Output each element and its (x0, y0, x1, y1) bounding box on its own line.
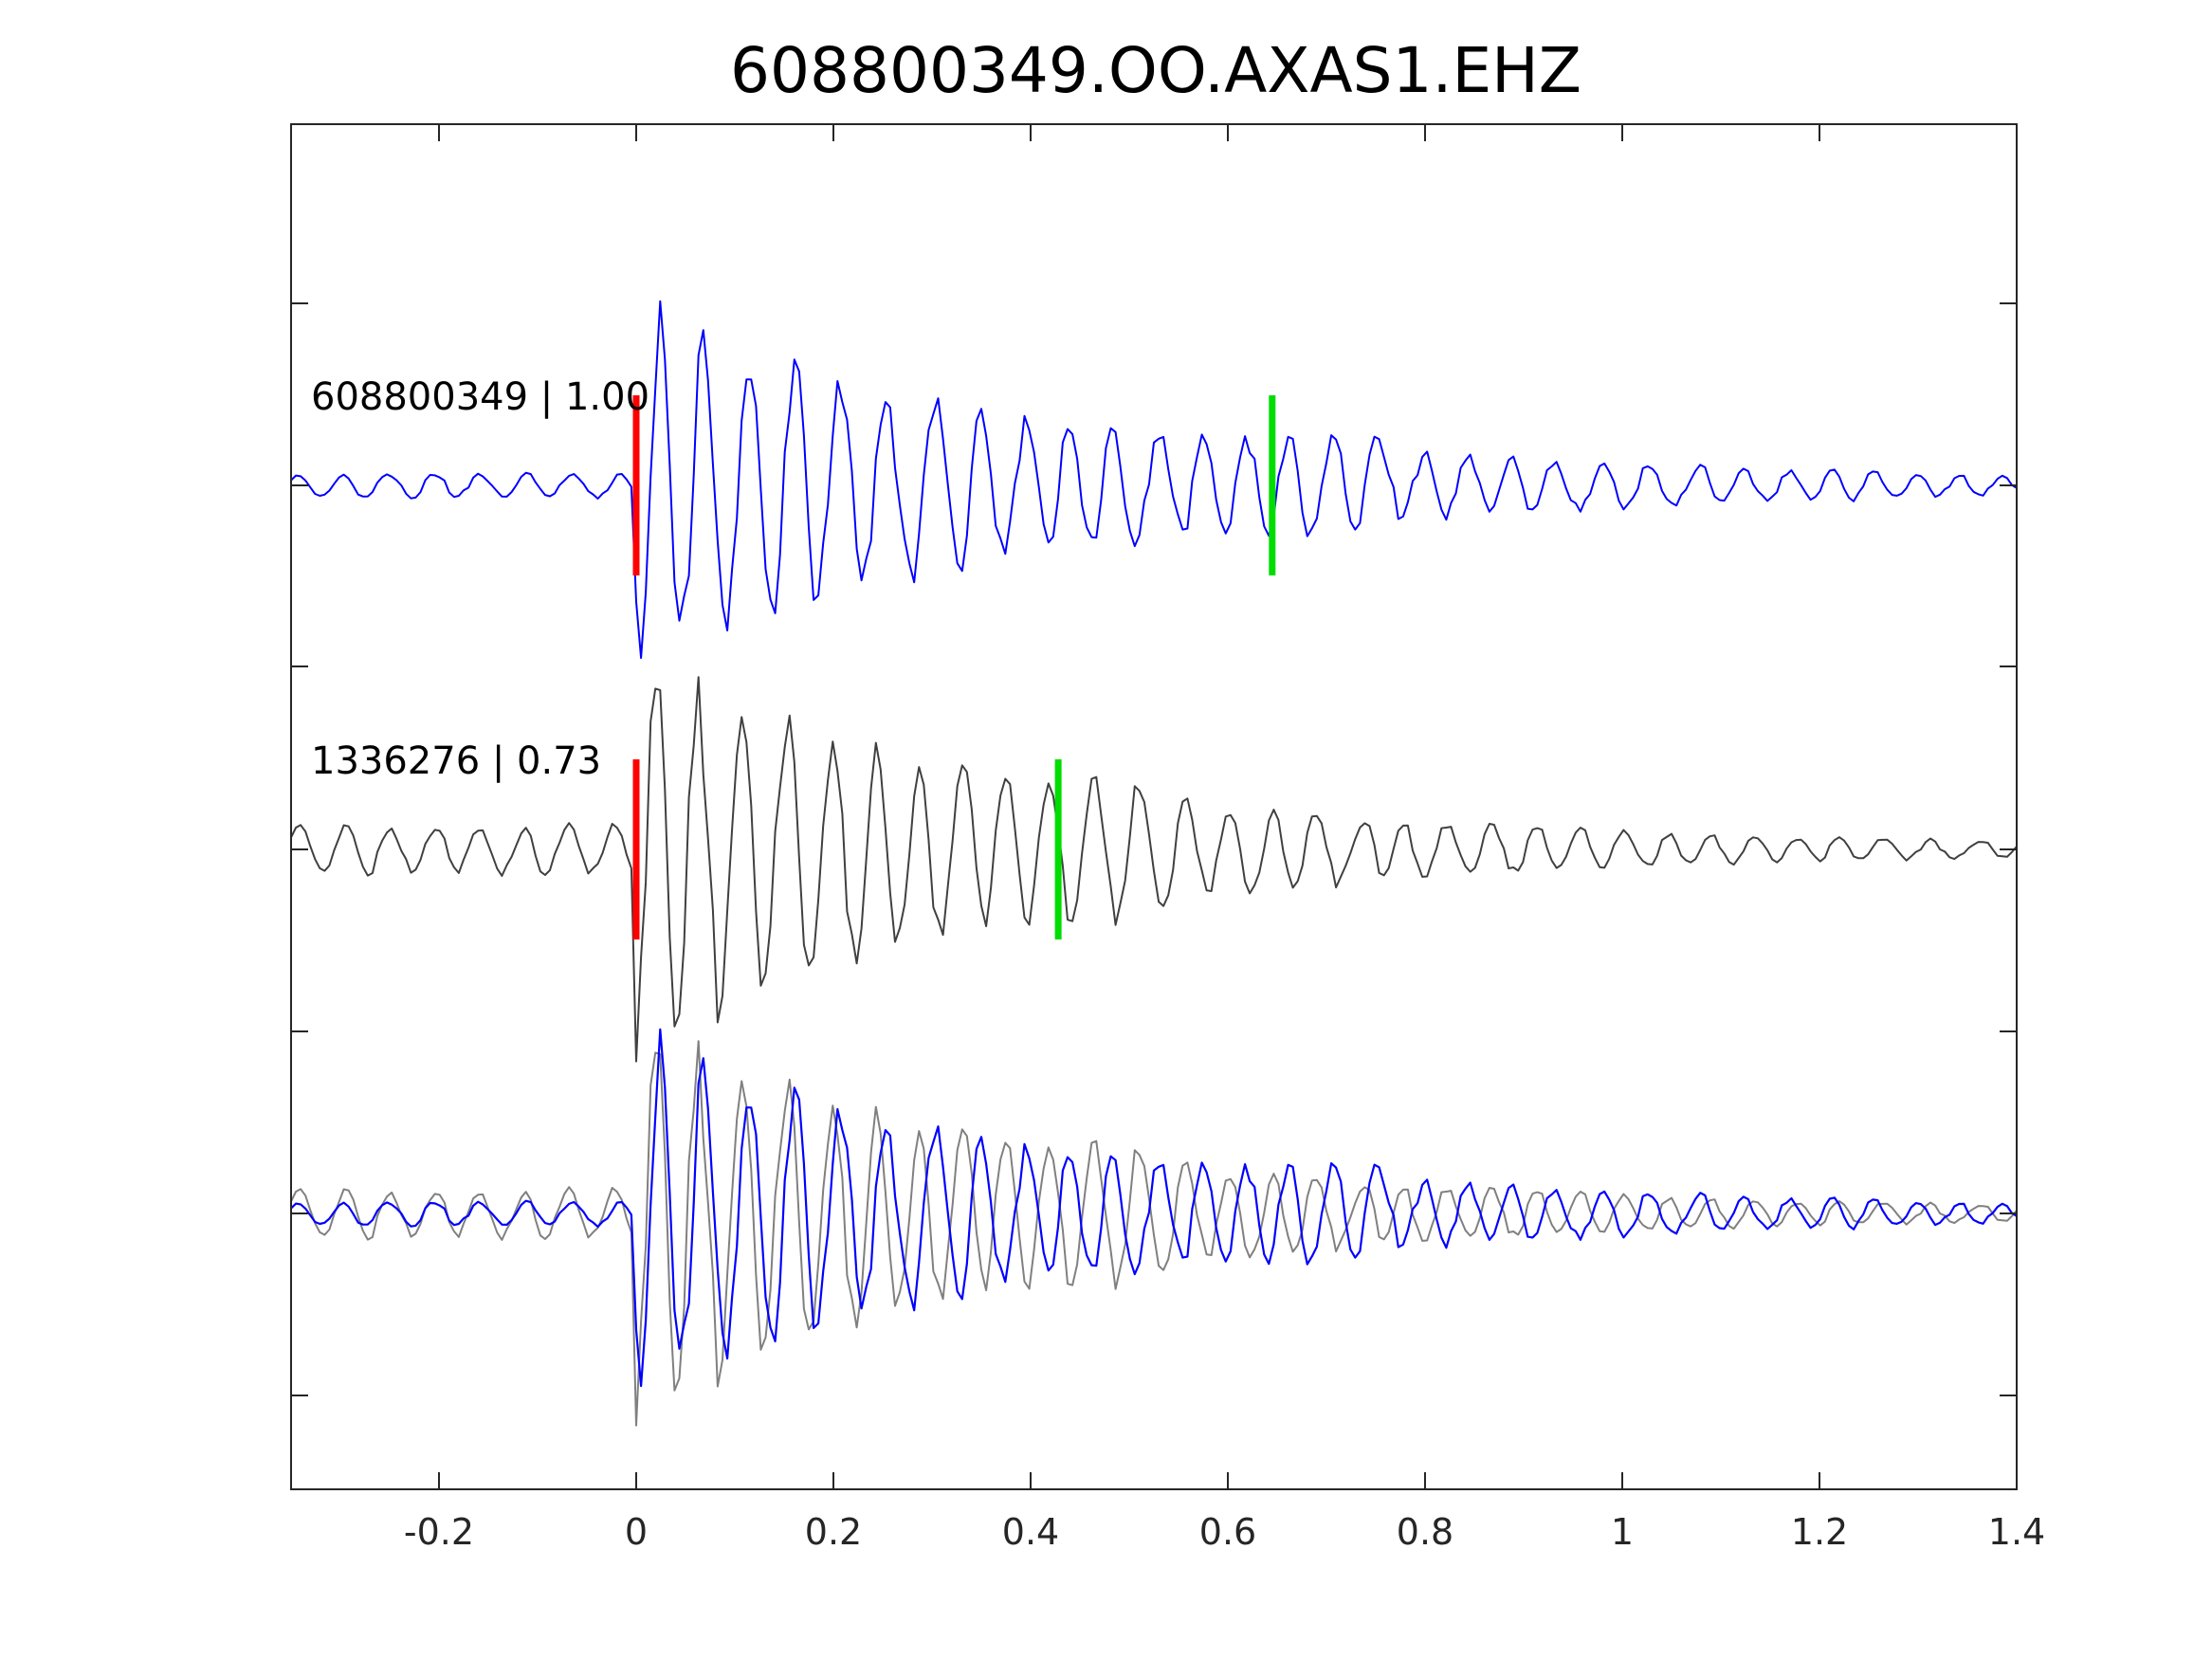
x-tick-label: 0.6 (1199, 1511, 1256, 1553)
x-axis-ticks: -0.2 0 0.2 0.4 0.6 0.8 1 1.2 1.4 (404, 124, 2045, 1553)
overlay-trace-reference (290, 1040, 2018, 1427)
trace-labels: 608800349 | 1.00 1336276 | 0.73 (311, 375, 649, 783)
x-tick-label: 0.4 (1002, 1511, 1059, 1553)
phase-picks (632, 395, 1276, 939)
x-tick-label: 0 (625, 1511, 648, 1553)
axes-frame (290, 123, 2018, 1490)
x-tick-label: 0.2 (805, 1511, 862, 1553)
overlay-trace-target (290, 1028, 2018, 1388)
x-tick-label: -0.2 (404, 1511, 474, 1553)
x-tick-label: 1.2 (1791, 1511, 1848, 1553)
trace-608800349 (290, 300, 2018, 659)
x-tick-label: 0.8 (1397, 1511, 1453, 1553)
trace-label-2: 1336276 | 0.73 (311, 739, 601, 783)
plot-area: 608800349 | 1.00 1336276 | 0.73 (290, 300, 2018, 1427)
chart-title: 608800349.OO.AXAS1.EHZ (730, 34, 1581, 107)
x-tick-label: 1.4 (1988, 1511, 2045, 1553)
y-axis-ticks (291, 302, 2017, 1396)
traces (290, 300, 2018, 1427)
trace-label-1: 608800349 | 1.00 (311, 375, 649, 419)
x-tick-label: 1 (1611, 1511, 1634, 1553)
trace-1336276 (290, 676, 2018, 1063)
